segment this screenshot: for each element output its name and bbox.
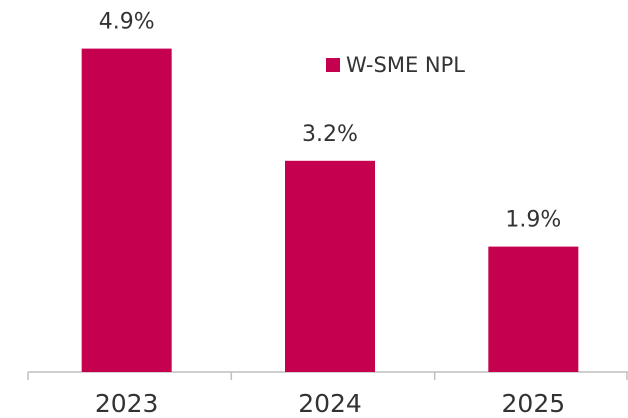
legend-swatch (326, 58, 340, 72)
x-tick-label: 2024 (298, 389, 362, 418)
data-label: 1.9% (505, 208, 561, 233)
data-label: 3.2% (302, 122, 358, 147)
data-label: 4.9% (99, 10, 155, 35)
bar (285, 160, 375, 372)
legend-label: W-SME NPL (346, 53, 465, 77)
bar (81, 48, 172, 372)
x-tick-label: 2023 (95, 389, 159, 418)
bar (488, 246, 579, 372)
x-tick-label: 2025 (502, 389, 566, 418)
